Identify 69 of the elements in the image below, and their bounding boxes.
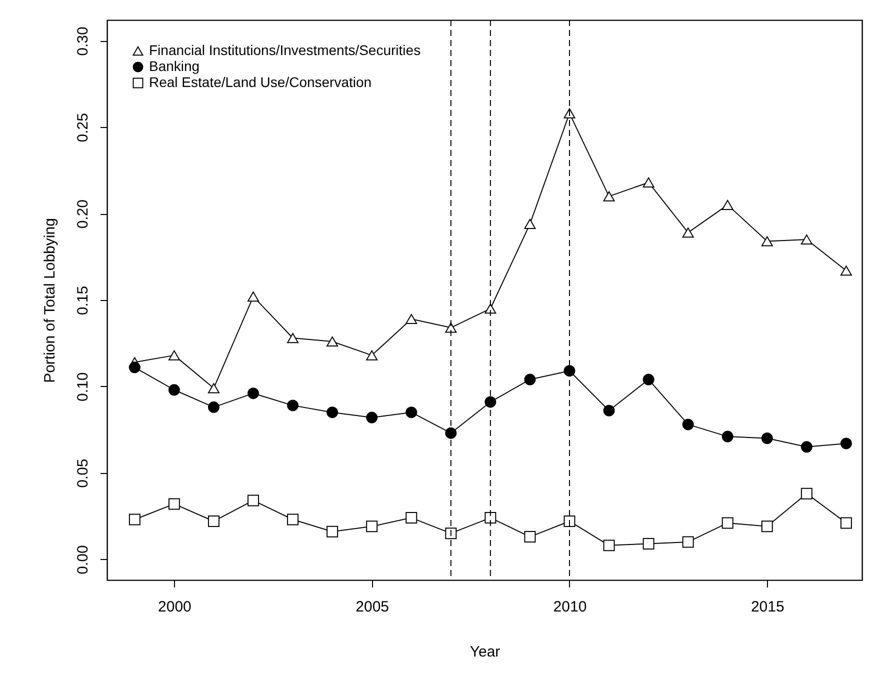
point [208,383,220,394]
legend-label: Banking [149,58,200,74]
point [208,515,220,527]
point [642,177,654,188]
x-tick-label: 2000 [158,598,192,616]
point [287,514,299,526]
y-tick-label: 0.30 [74,26,92,56]
point [326,526,338,538]
point [248,388,259,400]
y-tick-label: 0.05 [74,458,92,488]
point [761,520,773,532]
point [326,336,338,347]
y-tick-label: 0.00 [74,545,92,574]
point [564,515,576,527]
point [642,374,654,386]
point [603,191,615,202]
point [800,488,812,500]
point [840,266,852,276]
point [682,536,694,548]
point [287,400,299,412]
point [366,350,378,360]
legend-label: Financial Institutions/Investments/Securities [149,42,421,58]
point [208,401,220,413]
point [603,540,615,552]
point [168,384,180,396]
point [248,292,259,302]
legend-label: Real Estate/Land Use/Conservation [149,74,372,90]
point [168,350,180,360]
point [722,430,734,442]
point [406,406,418,418]
point [484,512,496,524]
point [603,404,615,416]
point [682,228,694,238]
y-tick-label: 0.10 [74,372,92,402]
point [524,374,536,386]
point [366,520,378,532]
point [406,314,418,324]
y-tick-label: 0.25 [74,113,92,142]
point [682,418,694,430]
point [366,412,378,424]
point [248,494,259,506]
point [840,517,852,529]
point [564,365,576,377]
point [168,498,180,510]
y-tick-label: 0.15 [74,286,92,316]
point [128,514,140,526]
point [800,441,812,453]
y-tick-label: 0.20 [74,199,92,229]
point [406,512,418,524]
x-tick-label: 2015 [750,598,784,616]
point [524,218,536,229]
point [128,362,140,374]
point [761,432,773,444]
point [800,234,812,245]
x-tick-label: 2010 [553,598,587,616]
point [445,427,457,439]
point [524,531,536,543]
y-axis-title: Portion of Total Lobbying [42,218,58,383]
point [722,200,734,210]
x-tick-label: 2005 [356,598,390,616]
point [326,406,338,418]
x-axis-title: Year [470,644,500,660]
point [761,236,773,246]
point [840,438,852,450]
point [722,517,734,529]
point [445,528,457,540]
point [642,538,654,550]
point [287,332,299,344]
point [484,396,496,408]
